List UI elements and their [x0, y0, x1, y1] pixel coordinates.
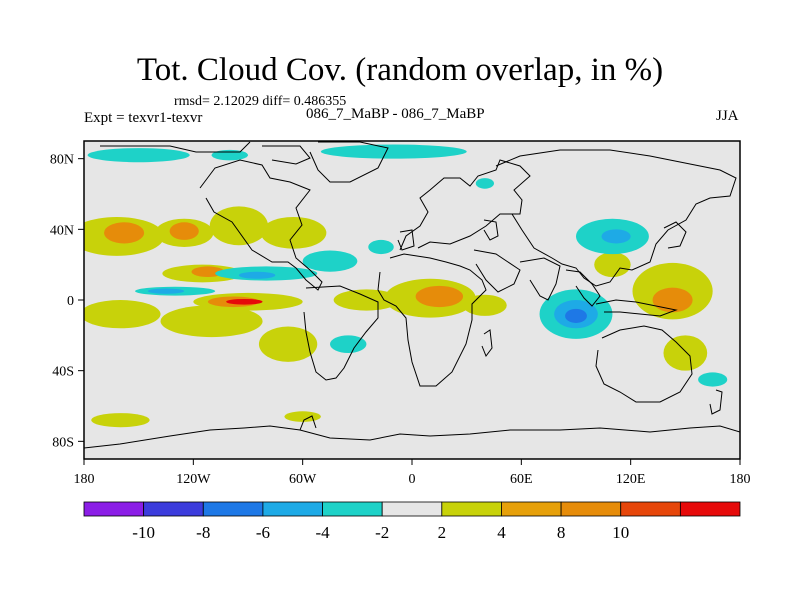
- pos-anomaly-tropical-atlantic: [333, 289, 400, 311]
- pos-anomaly-east-pacific-max: [226, 298, 263, 305]
- colorbar-label: -2: [375, 523, 389, 542]
- colorbar-label: 4: [497, 523, 506, 542]
- lon-tick-label: 120W: [176, 472, 211, 487]
- lat-tick-label: 40N: [50, 223, 74, 238]
- colorbar-label: 8: [557, 523, 566, 542]
- anomaly-layer: [84, 144, 728, 428]
- pos-anomaly-west-pacific-core: [652, 287, 693, 313]
- pos-anomaly-southern-ocean-a: [91, 413, 150, 428]
- neg-anomaly-arctic-c: [320, 144, 467, 159]
- neg-anomaly-north-atlantic: [302, 250, 358, 272]
- lon-tick-label: 120E: [616, 472, 646, 487]
- neg-anomaly-china-core: [601, 229, 631, 244]
- lon-tick-label: 60E: [510, 472, 533, 487]
- pos-anomaly-south-pacific-east: [663, 335, 708, 371]
- experiment-label: Expt = texvr1-texvr: [84, 110, 203, 126]
- colorbar-swatch: [262, 501, 323, 517]
- new-zealand: [709, 389, 723, 415]
- colorbar-label: 2: [438, 523, 447, 542]
- season-label: JJA: [716, 108, 739, 124]
- australia-coast: [595, 325, 693, 403]
- colorbar-label: -6: [256, 523, 270, 542]
- lon-tick-label: 180: [74, 472, 95, 487]
- uk-ireland: [397, 229, 415, 251]
- cases-label: 086_7_MaBP - 086_7_MaBP: [306, 106, 485, 122]
- lat-tick-label: 80N: [50, 153, 74, 168]
- madagascar: [481, 329, 493, 358]
- africa-coast: [377, 253, 487, 387]
- colorbar-label: -10: [132, 523, 155, 542]
- north-america-coast: [199, 159, 323, 291]
- pos-anomaly-north-pacific-east-core: [169, 222, 199, 240]
- colorbar-swatch: [322, 501, 383, 517]
- indonesia-islands: [595, 299, 678, 317]
- pos-anomaly-south-asia: [594, 252, 631, 278]
- caspian-sea: [483, 219, 499, 241]
- pos-anomaly-subtropical-north-pacific-core: [104, 222, 145, 244]
- neg-anomaly-atlantic-band-core: [238, 271, 276, 279]
- colorbar-swatch: [143, 501, 204, 517]
- coastlines: [84, 141, 740, 449]
- colorbar-swatch: [441, 501, 502, 517]
- pos-anomaly-south-pacific-convergence: [160, 305, 263, 338]
- pos-anomaly-southern-ocean-b: [284, 411, 321, 422]
- india-coast: [519, 257, 561, 301]
- map-title: Tot. Cloud Cov. (random overlap, in %): [136, 52, 664, 88]
- neg-anomaly-pacific-strip-core: [147, 288, 185, 294]
- pos-anomaly-north-america: [209, 206, 269, 246]
- pos-anomaly-africa-core: [415, 285, 464, 308]
- lat-tick-label: 0: [67, 294, 74, 309]
- latitude-axis: 80N 40N 0 40S 80S: [50, 153, 84, 450]
- colorbar-label: -8: [196, 523, 210, 542]
- lat-tick-label: 80S: [52, 435, 74, 450]
- neg-anomaly-south-pacific-west: [698, 372, 728, 387]
- canada-archipelago: [262, 145, 311, 165]
- colorbar-swatch: [202, 501, 264, 517]
- colorbar-swatch: [679, 501, 741, 517]
- antarctica-coast: [84, 425, 740, 449]
- pos-anomaly-south-america: [258, 326, 318, 362]
- neg-anomaly-indian-ocean-core: [565, 308, 587, 323]
- europe-coast: [399, 159, 531, 251]
- antarctic-peninsula: [299, 415, 317, 431]
- colorbar-label: -4: [315, 523, 330, 542]
- greenland-coast: [309, 141, 389, 183]
- japan-coast: [663, 221, 687, 249]
- neg-anomaly-eurasia: [368, 239, 394, 255]
- pos-anomaly-west-pacific-itcz: [84, 300, 161, 329]
- colorbar-swatch: [83, 501, 145, 517]
- stats-annotation: rmsd= 2.12029 diff= 0.486355: [174, 94, 347, 109]
- southeast-asia-coast: [565, 269, 601, 307]
- arctic-islands: [100, 141, 251, 153]
- pos-anomaly-north-atlantic: [260, 216, 327, 249]
- colorbar-swatch: [381, 501, 443, 517]
- colorbar-swatch: [560, 501, 622, 517]
- lon-tick-label: 0: [409, 472, 416, 487]
- neg-anomaly-arctic-b: [211, 149, 248, 161]
- lat-tick-label: 40S: [52, 365, 74, 380]
- colorbar-swatch: [501, 501, 562, 517]
- longitude-axis: 180 120W 60W 0 60E 120E 180: [74, 459, 751, 487]
- arabia-coast: [473, 249, 521, 293]
- neg-anomaly-arctic-a: [87, 148, 190, 163]
- lon-tick-label: 60W: [289, 472, 317, 487]
- colorbar-label: 10: [612, 523, 629, 542]
- neg-anomaly-central-asia: [475, 178, 494, 189]
- south-america-coast: [303, 285, 379, 381]
- colorbar: -10 -8 -6 -4 -2 2 4 8 10: [83, 501, 741, 542]
- asia-coast: [495, 149, 737, 287]
- pos-anomaly-indian-ocean-west: [463, 294, 507, 316]
- lon-tick-label: 180: [730, 472, 751, 487]
- neg-anomaly-south-atlantic: [330, 335, 367, 353]
- colorbar-swatch: [620, 501, 681, 517]
